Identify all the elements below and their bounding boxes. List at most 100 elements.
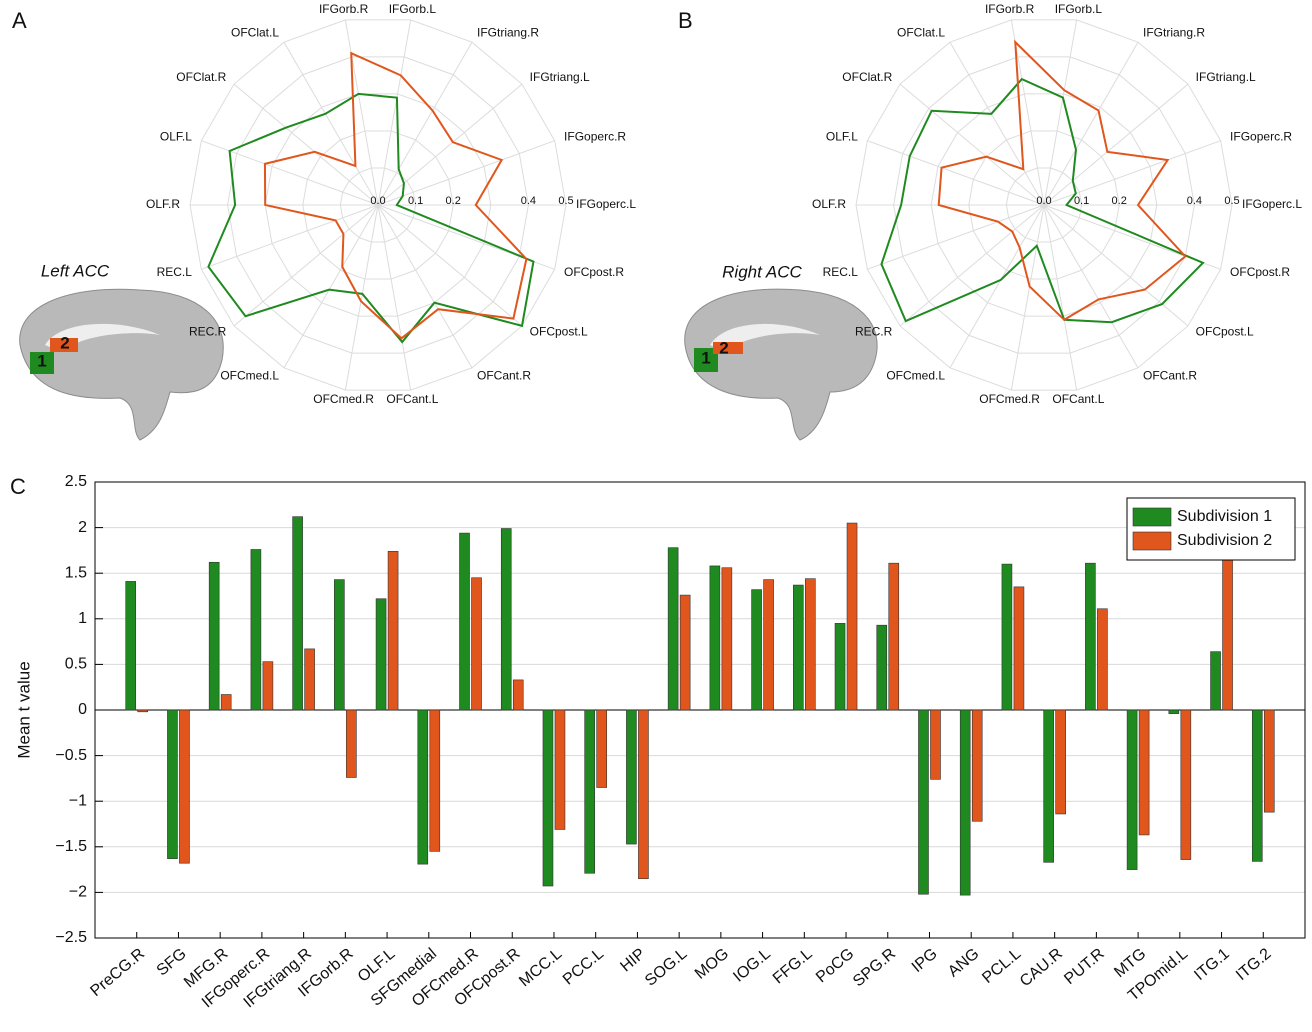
bar [1044, 710, 1054, 862]
x-tick-label: SOG.L [642, 945, 690, 990]
bar [1252, 710, 1262, 861]
radar-tick-label: 0.2 [1112, 195, 1127, 207]
region-label: 2 [60, 333, 69, 352]
bar [167, 710, 177, 859]
bar [513, 680, 523, 710]
bar [960, 710, 970, 895]
y-tick-label: −1 [69, 792, 87, 809]
panel-letter: C [10, 474, 26, 499]
radar-axis-label: OFCant.R [477, 369, 531, 383]
bar [418, 710, 428, 864]
bar [1097, 609, 1107, 710]
radar-axis-label: OFCpost.R [564, 265, 624, 279]
x-tick-label: IPG [909, 945, 941, 976]
bar [847, 523, 857, 710]
bar [430, 710, 440, 851]
bar [1264, 710, 1274, 812]
radar-axis-label: IFGtriang.R [477, 26, 539, 40]
bar [179, 710, 189, 863]
radar-tick-label: 0.5 [558, 195, 573, 207]
x-tick-label: CAU.R [1017, 945, 1066, 990]
radar-axis-label: OFCpost.R [1230, 265, 1290, 279]
radar-spoke [867, 141, 1044, 205]
bar [1127, 710, 1137, 870]
x-tick-label: MCC.L [516, 945, 565, 990]
radar-axis-label: OFCant.L [386, 392, 438, 406]
radar-axis-label: REC.R [855, 324, 893, 338]
y-tick-label: 0 [78, 701, 87, 718]
bar [1056, 710, 1066, 814]
bar [138, 710, 148, 712]
bar [764, 580, 774, 710]
bar [1169, 710, 1179, 714]
x-tick-label: ITG.2 [1233, 945, 1275, 984]
bar [334, 580, 344, 710]
x-tick-label: SPG.R [850, 945, 899, 990]
x-tick-label: SFG [154, 945, 190, 979]
y-tick-label: −0.5 [55, 747, 87, 764]
bar [293, 517, 303, 710]
x-tick-label: PCC.L [560, 945, 607, 988]
bar [638, 710, 648, 879]
panel-letter: B [678, 8, 693, 33]
x-tick-label: HIP [617, 945, 648, 975]
bar [680, 595, 690, 710]
radar-axis-label: IFGtriang.L [530, 70, 590, 84]
bar [877, 625, 887, 710]
bar [555, 710, 565, 829]
panel-letter: A [12, 8, 27, 33]
bar [305, 649, 315, 710]
region-label: 1 [701, 348, 710, 367]
radar-axis-label: OFClat.L [231, 26, 279, 40]
bar [376, 599, 386, 710]
bar [543, 710, 553, 886]
bar [1014, 587, 1024, 710]
bar [930, 710, 940, 779]
bar [1223, 541, 1233, 710]
x-tick-label: PCL.L [979, 945, 1024, 987]
radar-axis-label: REC.L [157, 265, 193, 279]
bar [889, 563, 899, 710]
bar [501, 529, 511, 710]
radar-spoke [201, 141, 378, 205]
radar-axis-label: OFCpost.L [530, 324, 588, 338]
y-tick-label: 1.5 [65, 564, 87, 581]
radar-axis-label: OFCpost.L [1196, 324, 1254, 338]
radar-axis-label: OLF.L [826, 129, 858, 143]
region-label: 2 [719, 338, 728, 357]
radar-axis-label: OFCmed.L [886, 369, 945, 383]
bar [251, 549, 261, 710]
radar-axis-label: OLF.L [160, 129, 192, 143]
brain-label: Right ACC [722, 262, 802, 281]
radar-axis-label: OFCmed.L [220, 369, 279, 383]
radar-tick-label: 0.0 [370, 195, 385, 207]
radar-tick-label: 0.5 [1224, 195, 1239, 207]
radar-spoke [867, 205, 1044, 269]
x-tick-label: FFG.L [770, 945, 816, 987]
bar [1085, 563, 1095, 710]
x-tick-label: PreCG.R [87, 945, 148, 1000]
brain-right [685, 289, 877, 440]
radar-axis-label: IFGoperc.L [1242, 197, 1302, 211]
radar-tick-label: 0.2 [446, 195, 461, 207]
radar-axis-label: OFCant.L [1052, 392, 1104, 406]
y-tick-label: 2 [78, 519, 87, 536]
radar-axis-label: IFGoperc.L [576, 197, 636, 211]
y-tick-label: −1.5 [55, 838, 87, 855]
radar-axis-label: OFCant.R [1143, 369, 1197, 383]
legend-label: Subdivision 2 [1177, 532, 1272, 549]
radar-axis-label: OFCmed.R [979, 392, 1040, 406]
radar-axis-label: IFGorb.R [319, 2, 369, 16]
bar [460, 533, 470, 710]
y-tick-label: 1 [78, 610, 87, 627]
bar [793, 585, 803, 710]
bar [918, 710, 928, 894]
bar [835, 623, 845, 710]
bar [1181, 710, 1191, 860]
radar-spoke [201, 205, 378, 269]
bar [221, 694, 231, 710]
radar-tick-label: 0.4 [521, 195, 536, 207]
bar [263, 662, 273, 710]
brain-left [20, 289, 224, 440]
bar [585, 710, 595, 873]
